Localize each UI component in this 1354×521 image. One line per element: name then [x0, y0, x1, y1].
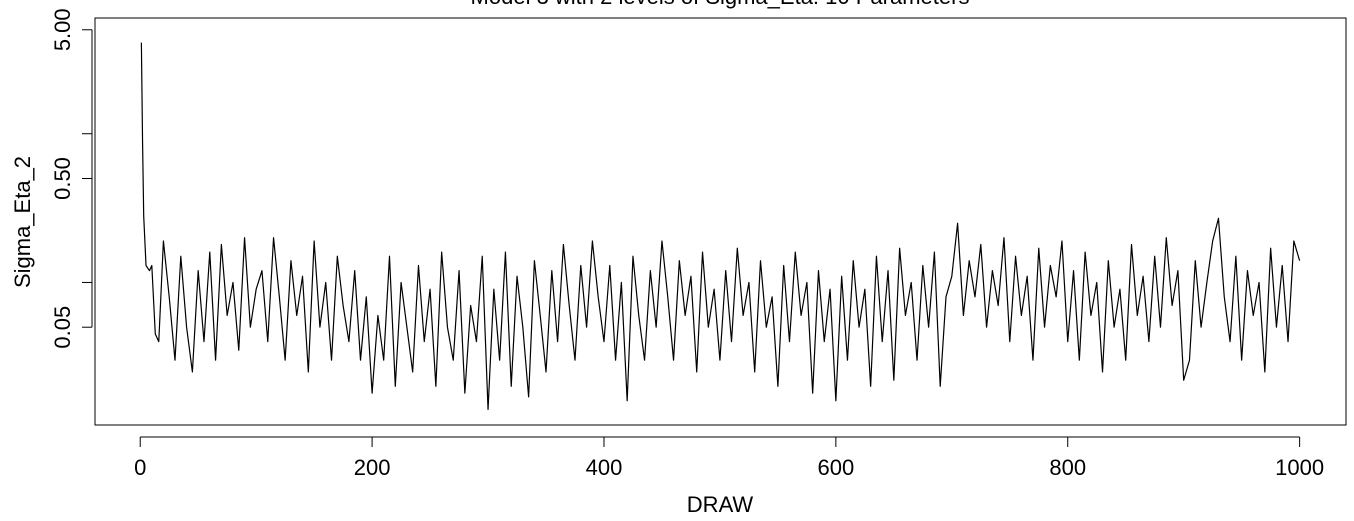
trace-line: [140, 42, 1301, 411]
y-tick-label: 5.00: [50, 8, 75, 51]
plot-frame: [94, 17, 1347, 426]
x-tick-label: 400: [586, 455, 623, 480]
y-axis-label: Sigma_Eta_2: [10, 156, 35, 288]
x-tick-label: 800: [1049, 455, 1086, 480]
x-tick-label: 200: [354, 455, 391, 480]
y-tick-label: 0.50: [50, 157, 75, 200]
x-tick-label: 600: [818, 455, 855, 480]
x-tick-label: 0: [134, 455, 146, 480]
chart-title: Model 3 with 2 levels of Sigma_Eta: 10 P…: [471, 0, 970, 9]
x-axis-label: DRAW: [687, 492, 754, 517]
y-tick-label: 0.05: [50, 306, 75, 349]
x-tick-label: 1000: [1275, 455, 1324, 480]
